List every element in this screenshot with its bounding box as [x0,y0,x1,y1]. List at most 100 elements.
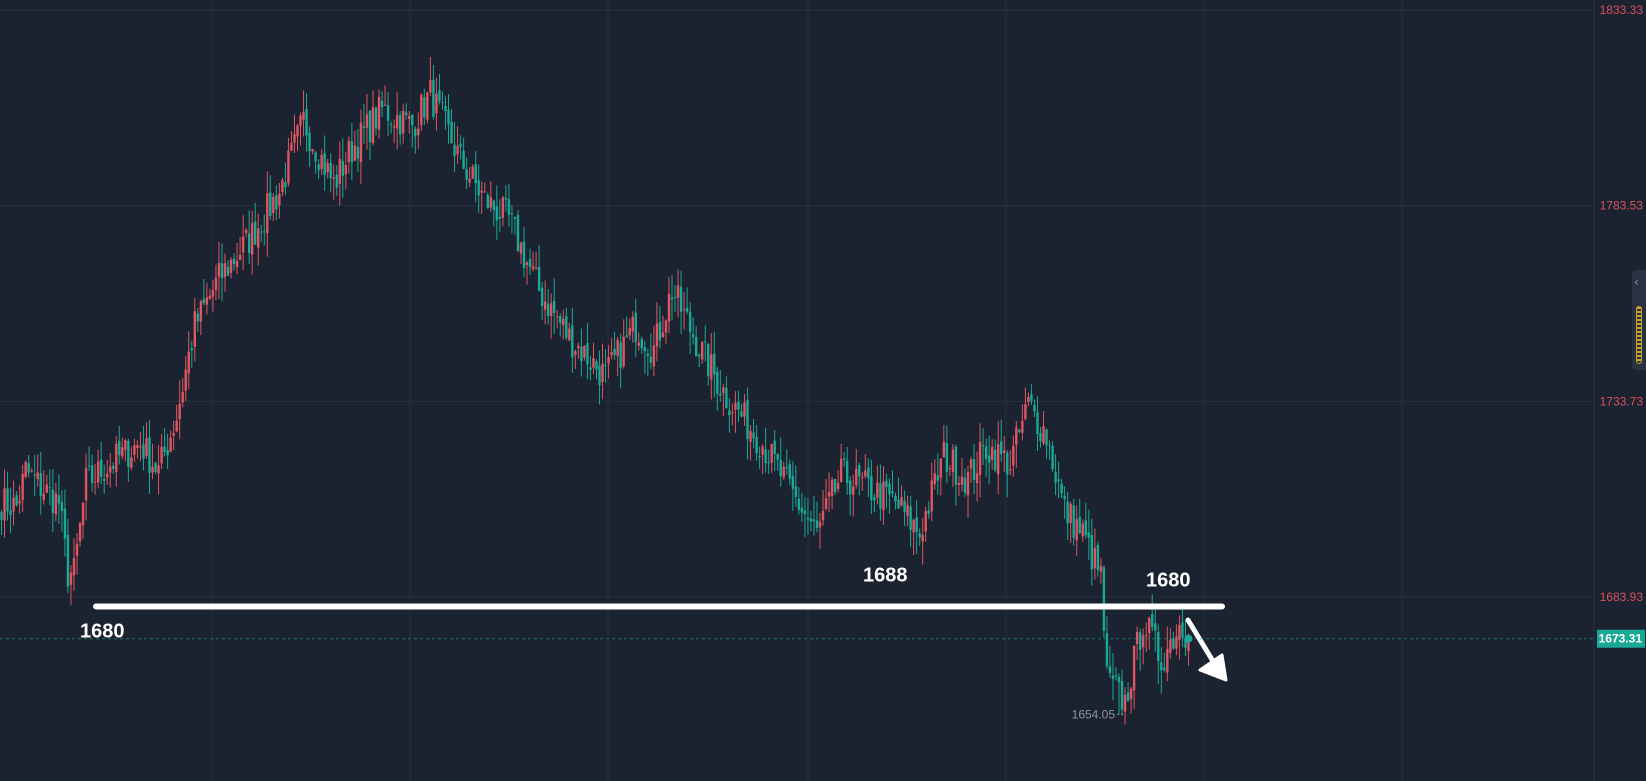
candle-body [749,430,752,442]
candle-body [960,476,964,485]
candle-body [106,473,109,478]
candle-body [341,160,344,176]
candle-body [353,145,357,161]
chevron-left-icon[interactable]: ‹ [1634,275,1639,289]
candle-body [516,215,520,252]
candle-body [172,432,175,436]
candle-body [710,354,713,380]
candle-body [102,478,106,481]
candle-body [90,465,94,483]
candle-body [12,497,15,512]
candle-body [1087,532,1091,538]
candle-body [519,242,523,254]
candle-body [468,178,471,183]
candle-body [1102,567,1106,631]
price-tick-label: 1833.33 [1600,3,1644,17]
last-price-dot [1184,634,1193,643]
price-axis[interactable]: 1833.33 1783.53 1733.73 1683.93 1673.31 [1597,3,1645,648]
candle-body [362,126,366,129]
candle-body [649,356,653,363]
candle-body [308,132,311,152]
candle-body [951,449,955,472]
candle-body [987,455,991,463]
candle-body [130,457,133,468]
candle-body [1178,624,1181,641]
candle-body [713,353,716,375]
candle-body [93,481,97,483]
candle-body [1096,545,1100,570]
candle-body [139,446,142,448]
candle-body [18,500,21,504]
candle-body [429,79,432,93]
candle-body [697,354,701,357]
candle-body [990,446,994,460]
candle-body [921,535,924,542]
candle-body [906,504,909,516]
candle-body [374,107,378,129]
candle-body [553,300,556,314]
candle-body [78,522,82,542]
candle-body [685,307,689,312]
candle-body [927,510,930,514]
candle-body [1033,404,1036,412]
candle-body [510,213,514,215]
candle-body [1063,495,1066,500]
candle-body [1135,631,1139,645]
candle-body [761,446,764,456]
candle-body [465,168,468,180]
candle-body [957,483,961,486]
annotation-label: 1680 [1146,569,1191,591]
candle-body [193,311,196,347]
candle-body [948,467,952,469]
current-price-label: 1673.31 [1599,632,1643,646]
candle-body [323,153,326,175]
candle-body [1009,469,1012,471]
candle-body [734,402,737,410]
candle-body [1057,479,1060,482]
scale-handle[interactable]: ‹ [1632,270,1646,370]
candle-body [1027,397,1030,402]
candle-body [942,441,946,458]
candle-body [969,459,973,469]
candle-body [1075,519,1078,541]
candle-body [1138,632,1142,650]
candle-body [187,351,190,374]
candle-body [495,206,499,221]
candle-body [411,114,414,126]
candle-body [556,316,559,318]
candle-body [426,92,429,120]
candle-body [1144,635,1148,637]
candle-body [839,458,843,483]
candle-body [864,470,867,477]
candle-body [888,483,891,495]
candle-body [701,342,704,360]
candle-body [148,437,151,473]
candle-body [1039,433,1042,442]
candle-body [858,465,861,477]
candle-body [978,442,982,476]
candle-body [583,345,586,358]
candle-body [96,461,100,483]
candle-body [577,345,580,349]
candle-body [673,297,677,299]
candle-body [1018,429,1021,432]
candle-body [290,143,293,151]
candle-body [33,474,36,476]
candle-body [743,402,746,417]
candle-body [852,486,855,495]
candle-body [625,335,628,338]
candle-body [244,229,248,234]
candle-body [525,262,529,266]
candle-body [383,104,387,106]
scale-slider-icon[interactable] [1636,306,1642,364]
candle-body [350,141,354,163]
candle-body [1060,483,1063,494]
candle-body [725,388,728,408]
candle-body [1021,420,1024,433]
candle-body [800,507,804,513]
candle-body [704,341,707,343]
candle-body [392,126,396,128]
candle-body [254,221,257,245]
candle-body [972,459,976,480]
